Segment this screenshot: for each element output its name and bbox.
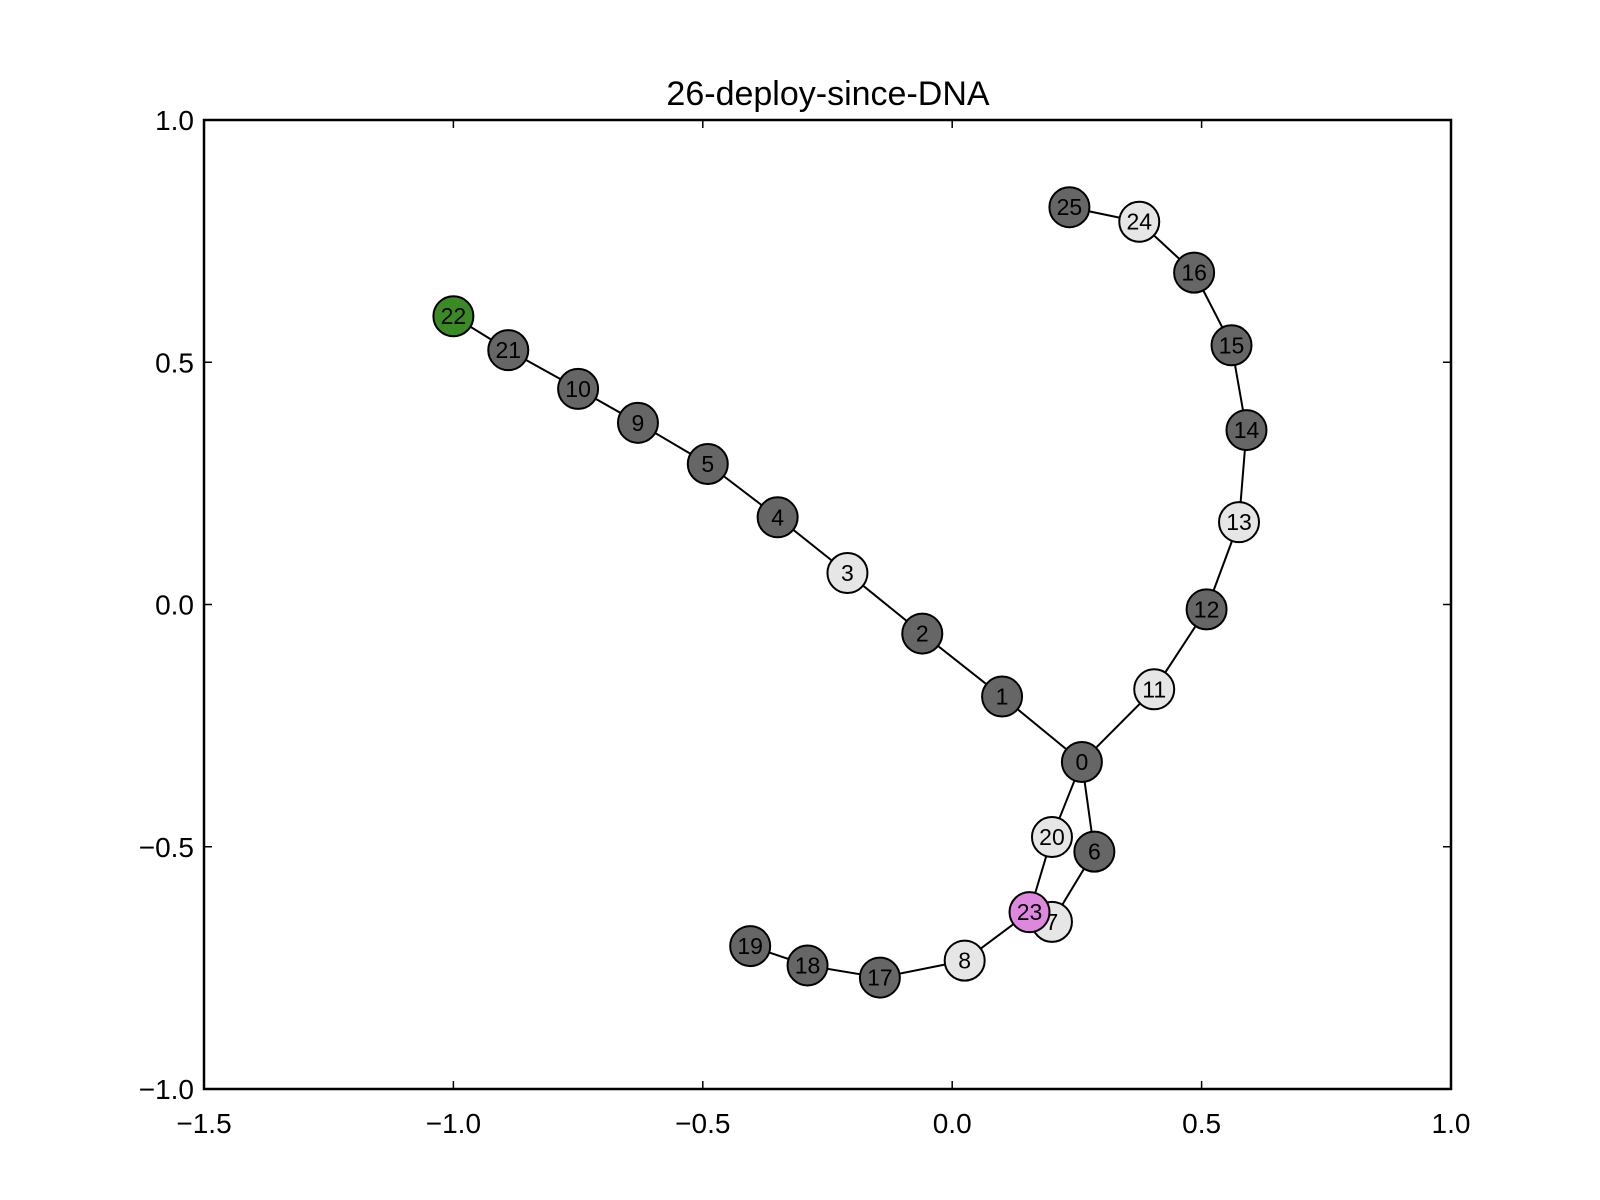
node-24: 24 (1118, 200, 1161, 243)
node-label: 14 (1234, 417, 1260, 443)
x-tick-label: 0.0 (933, 1108, 972, 1139)
node-8: 8 (943, 939, 986, 982)
node-0: 0 (1060, 740, 1103, 783)
node-22: 22 (432, 295, 475, 338)
node-label: 6 (1088, 839, 1101, 865)
node-circle (1073, 830, 1116, 873)
node-15: 15 (1210, 324, 1253, 367)
node-21: 21 (487, 329, 530, 372)
node-3: 3 (826, 552, 869, 595)
node-circle (1008, 891, 1051, 934)
node-label: 17 (867, 965, 893, 991)
chart-title: 26-deploy-since-DNA (666, 75, 989, 113)
node-circle (487, 329, 530, 372)
x-tick-label: −1.5 (176, 1108, 231, 1139)
node-14: 14 (1225, 409, 1268, 452)
node-label: 10 (565, 376, 591, 402)
node-16: 16 (1173, 251, 1216, 294)
node-label: 5 (701, 451, 714, 477)
x-tick-label: −0.5 (675, 1108, 730, 1139)
node-circle (786, 944, 829, 987)
node-circle (1118, 200, 1161, 243)
node-6: 6 (1073, 830, 1116, 873)
node-10: 10 (557, 367, 600, 410)
node-label: 3 (841, 560, 854, 586)
node-circle (858, 956, 901, 999)
axis-ticks: −1.5 −1.0 −0.5 0.0 0.5 1.0−1.0−0.50.00.51.0 (139, 105, 1471, 1139)
node-12: 12 (1185, 588, 1228, 631)
node-circle (1173, 251, 1216, 294)
node-label: 8 (958, 948, 971, 974)
node-circle (616, 401, 659, 444)
node-23: 23 (1008, 891, 1051, 934)
node-9: 9 (616, 401, 659, 444)
node-circle (981, 675, 1024, 718)
node-label: 21 (495, 337, 521, 363)
node-circle (1225, 409, 1268, 452)
node-label: 15 (1219, 332, 1245, 358)
node-circle (1218, 501, 1261, 544)
node-label: 12 (1194, 596, 1220, 622)
node-18: 18 (786, 944, 829, 987)
node-circle (729, 925, 772, 968)
node-5: 5 (686, 442, 729, 485)
node-17: 17 (858, 956, 901, 999)
x-tick-label: −1.0 (426, 1108, 481, 1139)
x-tick-label: 1.0 (1432, 1108, 1471, 1139)
node-layer: 0123456789101112131415161718192021222324… (432, 186, 1268, 999)
node-label: 22 (441, 303, 467, 329)
node-label: 11 (1142, 676, 1166, 702)
node-11: 11 (1133, 668, 1176, 711)
y-tick-label: 1.0 (155, 105, 194, 136)
y-tick-label: 0.0 (155, 590, 194, 621)
node-circle (557, 367, 600, 410)
node-circle (943, 939, 986, 982)
x-tick-label: 0.5 (1182, 1108, 1221, 1139)
node-1: 1 (981, 675, 1024, 718)
node-label: 1 (996, 684, 1009, 710)
node-circle (686, 442, 729, 485)
node-label: 0 (1075, 749, 1088, 775)
node-20: 20 (1030, 816, 1073, 859)
node-circle (901, 612, 944, 655)
node-4: 4 (756, 496, 799, 539)
y-tick-label: −0.5 (139, 832, 194, 863)
node-circle (1048, 186, 1091, 229)
node-label: 13 (1226, 509, 1252, 535)
node-label: 25 (1057, 194, 1083, 220)
y-tick-label: 0.5 (155, 347, 194, 378)
node-label: 4 (771, 504, 784, 530)
node-circle (1030, 816, 1073, 859)
y-tick-label: −1.0 (139, 1074, 194, 1105)
node-13: 13 (1218, 501, 1261, 544)
node-label: 19 (737, 933, 763, 959)
node-circle (1210, 324, 1253, 367)
node-circle (432, 295, 475, 338)
node-circle (826, 552, 869, 595)
node-label: 20 (1039, 824, 1065, 850)
node-25: 25 (1048, 186, 1091, 229)
node-2: 2 (901, 612, 944, 655)
node-circle (1133, 668, 1176, 711)
node-label: 16 (1181, 260, 1207, 286)
plot-frame (202, 118, 1453, 1091)
node-label: 2 (916, 621, 929, 647)
node-label: 18 (795, 952, 821, 978)
node-19: 19 (729, 925, 772, 968)
node-circle (1185, 588, 1228, 631)
node-label: 23 (1017, 899, 1043, 925)
node-circle (1060, 740, 1103, 783)
node-label: 9 (632, 410, 645, 436)
node-label: 24 (1126, 209, 1152, 235)
node-circle (756, 496, 799, 539)
